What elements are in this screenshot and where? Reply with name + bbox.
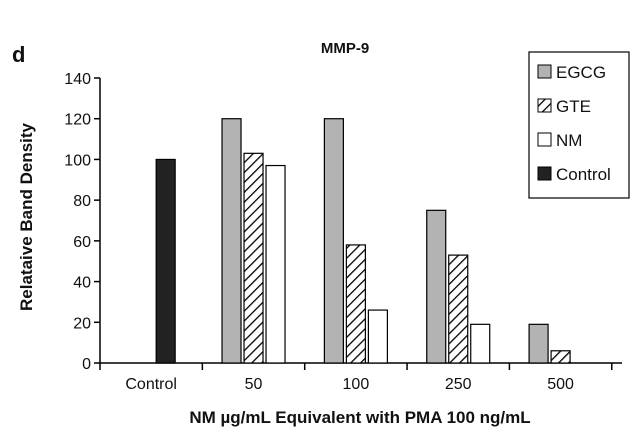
y-tick-label: 20	[73, 315, 91, 332]
y-tick-label: 80	[73, 193, 91, 210]
legend-label-nm: NM	[556, 131, 582, 150]
legend-swatch-nm	[537, 132, 552, 147]
bar-nm-100	[367, 309, 388, 364]
bar-gte-500	[550, 350, 571, 364]
legend-swatch-egcg	[537, 64, 552, 79]
y-tick-label: 120	[64, 112, 91, 129]
bar-gte-250	[448, 254, 469, 364]
bar-control-control	[155, 158, 176, 364]
legend-label-egcg: EGCG	[556, 63, 606, 82]
y-tick-label: 140	[64, 71, 91, 88]
x-tick-label: 100	[343, 376, 370, 393]
bar-egcg-500	[528, 323, 549, 364]
legend-swatch-gte	[537, 98, 552, 113]
bar-nm-50	[265, 164, 286, 364]
panel-letter: d	[12, 42, 25, 67]
y-axis-title: Relataive Band Density	[17, 122, 36, 311]
bar-egcg-100	[323, 118, 344, 364]
legend-swatch-control	[537, 166, 552, 181]
legend-label-gte: GTE	[556, 97, 591, 116]
y-tick-label: 60	[73, 234, 91, 251]
legend: EGCG GTE NM Control	[528, 51, 630, 199]
y-tick-label: 100	[64, 152, 91, 169]
bar-egcg-50	[221, 118, 242, 364]
x-tick-label: Control	[125, 376, 177, 393]
legend-label-control: Control	[556, 165, 611, 184]
x-tick-label: 500	[547, 376, 574, 393]
bar-egcg-250	[426, 209, 447, 364]
x-tick-label: 50	[245, 376, 263, 393]
chart-title: MMP-9	[321, 40, 369, 57]
y-tick-label: 0	[82, 356, 91, 373]
bar-nm-250	[470, 323, 491, 364]
y-tick-label: 40	[73, 275, 91, 292]
x-tick-label: 250	[445, 376, 472, 393]
x-axis-title: NM µg/mL Equivalent with PMA 100 ng/mL	[189, 408, 530, 427]
plot-area: 0 20 40 60 80 100 120 140 Control 50 100 250 500	[64, 71, 622, 393]
bar-gte-100	[345, 244, 366, 364]
bar-gte-50	[243, 152, 264, 364]
